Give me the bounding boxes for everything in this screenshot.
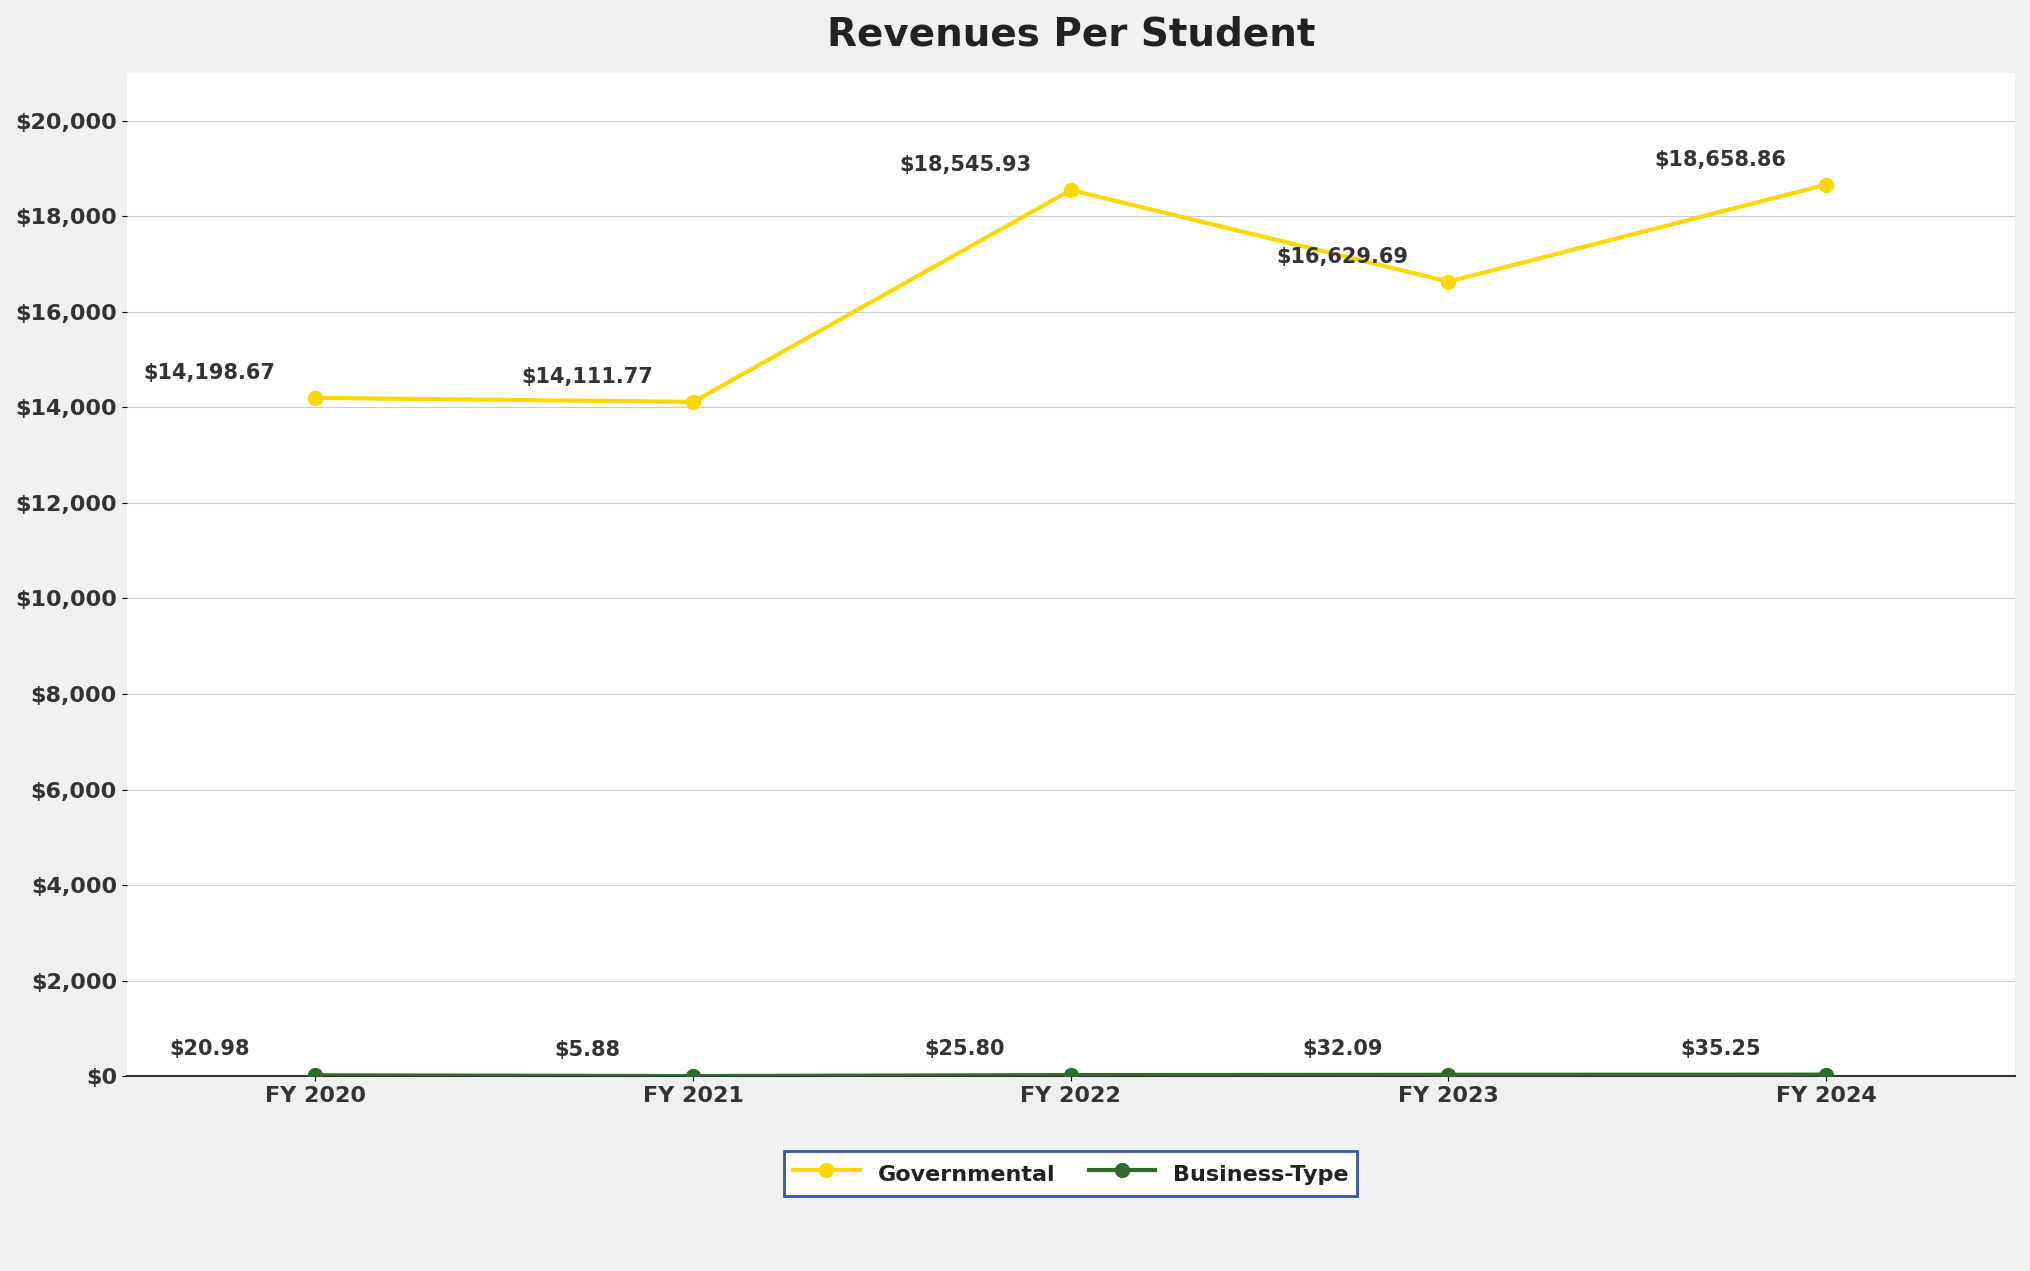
Legend: Governmental, Business-Type: Governmental, Business-Type	[784, 1150, 1358, 1196]
Text: $18,545.93: $18,545.93	[899, 155, 1031, 175]
Text: $18,658.86: $18,658.86	[1654, 150, 1786, 169]
Text: $20.98: $20.98	[168, 1040, 250, 1059]
Text: $14,111.77: $14,111.77	[522, 367, 654, 386]
Text: $16,629.69: $16,629.69	[1277, 247, 1409, 267]
Text: $35.25: $35.25	[1681, 1038, 1760, 1059]
Text: $14,198.67: $14,198.67	[144, 362, 276, 383]
Text: $5.88: $5.88	[554, 1040, 621, 1060]
Text: $32.09: $32.09	[1303, 1038, 1382, 1059]
Title: Revenues Per Student: Revenues Per Student	[826, 15, 1315, 53]
Text: $25.80: $25.80	[926, 1038, 1005, 1059]
